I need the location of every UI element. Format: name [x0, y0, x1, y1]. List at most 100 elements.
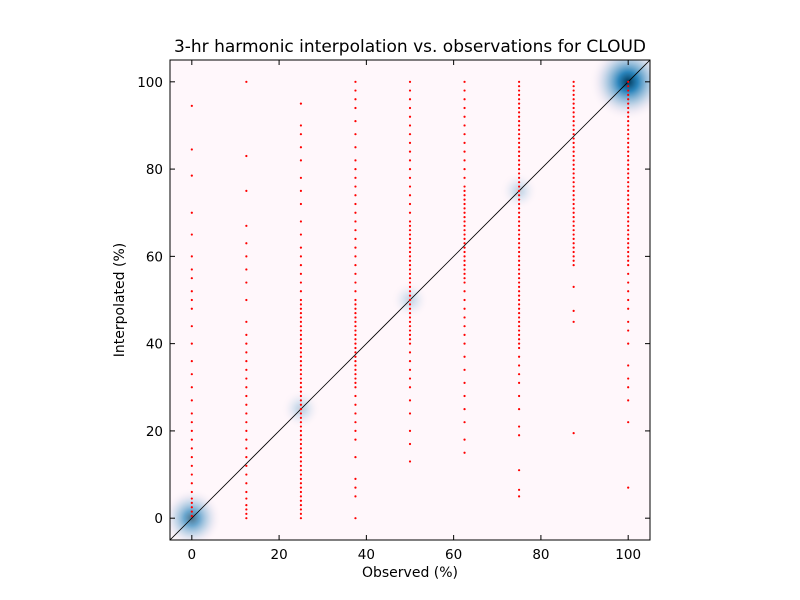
scatter-point — [517, 246, 521, 249]
scatter-point — [408, 412, 412, 415]
scatter-point — [463, 150, 466, 153]
scatter-point — [463, 438, 466, 441]
scatter-point — [572, 309, 575, 313]
scatter-point — [245, 473, 248, 476]
scatter-point — [627, 159, 630, 162]
scatter-point — [408, 329, 412, 332]
scatter-point — [245, 320, 248, 323]
scatter-point — [517, 106, 521, 110]
scatter-point — [245, 503, 248, 507]
scatter-point — [408, 368, 412, 371]
scatter-point — [354, 133, 357, 136]
scatter-point — [245, 154, 248, 158]
scatter-point — [517, 285, 521, 289]
scatter-point — [354, 307, 357, 310]
scatter-point — [627, 106, 630, 110]
scatter-point — [627, 202, 630, 206]
scatter-point — [517, 320, 521, 323]
scatter-point — [245, 333, 248, 337]
scatter-point — [463, 259, 466, 262]
scatter-point — [627, 102, 630, 105]
scatter-point — [627, 167, 630, 171]
scatter-point — [463, 133, 466, 136]
scatter-point — [299, 298, 303, 302]
scatter-point — [408, 342, 412, 345]
scatter-point — [245, 368, 248, 371]
scatter-point — [245, 342, 248, 345]
scatter-point — [572, 431, 575, 435]
scatter-point — [627, 377, 630, 380]
scatter-point — [245, 490, 248, 494]
scatter-point — [299, 390, 303, 393]
scatter-point — [408, 272, 412, 275]
scatter-point — [572, 85, 575, 88]
scatter-point — [190, 233, 193, 236]
scatter-point — [190, 104, 193, 107]
scatter-point — [354, 159, 357, 162]
scatter-point — [408, 224, 412, 227]
scatter-point — [354, 429, 357, 433]
scatter-point — [190, 455, 193, 459]
scatter-point — [572, 102, 575, 105]
scatter-point — [190, 211, 193, 214]
scatter-point — [572, 263, 575, 267]
scatter-point — [299, 176, 303, 179]
scatter-point — [408, 250, 412, 254]
scatter-point — [627, 137, 630, 140]
scatter-point — [299, 508, 303, 511]
scatter-point — [190, 325, 193, 328]
scatter-point — [299, 503, 303, 507]
scatter-point — [517, 198, 521, 201]
scatter-point — [245, 281, 248, 284]
scatter-point — [463, 211, 466, 214]
y-axis-label: Interpolated (%) — [112, 243, 128, 357]
scatter-point — [517, 172, 521, 175]
scatter-point — [299, 473, 303, 476]
scatter-point — [463, 237, 466, 241]
scatter-point — [517, 255, 521, 258]
scatter-point — [463, 277, 466, 280]
scatter-point — [299, 486, 303, 489]
scatter-point — [354, 255, 357, 258]
scatter-point — [408, 377, 412, 380]
scatter-point — [354, 364, 357, 367]
scatter-point — [245, 517, 248, 520]
scatter-point — [354, 403, 357, 406]
scatter-point — [354, 290, 357, 293]
scatter-point — [517, 342, 521, 345]
scatter-point — [408, 460, 412, 463]
scatter-point — [354, 351, 357, 354]
scatter-point — [299, 482, 303, 485]
scatter-point — [299, 434, 303, 437]
scatter-point — [627, 98, 630, 101]
scatter-point — [572, 163, 575, 166]
scatter-point — [517, 311, 521, 315]
scatter-point — [463, 124, 466, 127]
scatter-point — [408, 237, 412, 241]
scatter-point — [627, 111, 630, 114]
scatter-point — [572, 89, 575, 92]
scatter-point — [190, 386, 193, 389]
scatter-point — [408, 202, 412, 206]
scatter-point — [245, 497, 248, 500]
scatter-point — [517, 124, 521, 127]
scatter-point — [627, 189, 630, 193]
scatter-point — [627, 194, 630, 197]
scatter-point — [408, 194, 412, 197]
scatter-point — [354, 220, 357, 223]
scatter-point — [408, 281, 412, 284]
scatter-point — [463, 198, 466, 201]
scatter-point — [299, 425, 303, 428]
scatter-point — [627, 386, 630, 389]
scatter-point — [463, 233, 466, 236]
scatter-point — [299, 307, 303, 310]
scatter-point — [299, 329, 303, 332]
scatter-point — [627, 124, 630, 127]
scatter-point — [572, 93, 575, 97]
scatter-point — [517, 425, 521, 428]
scatter-point — [517, 133, 521, 136]
scatter-point — [190, 482, 193, 485]
scatter-point — [517, 202, 521, 206]
scatter-point — [299, 146, 303, 149]
scatter-point — [572, 181, 575, 184]
